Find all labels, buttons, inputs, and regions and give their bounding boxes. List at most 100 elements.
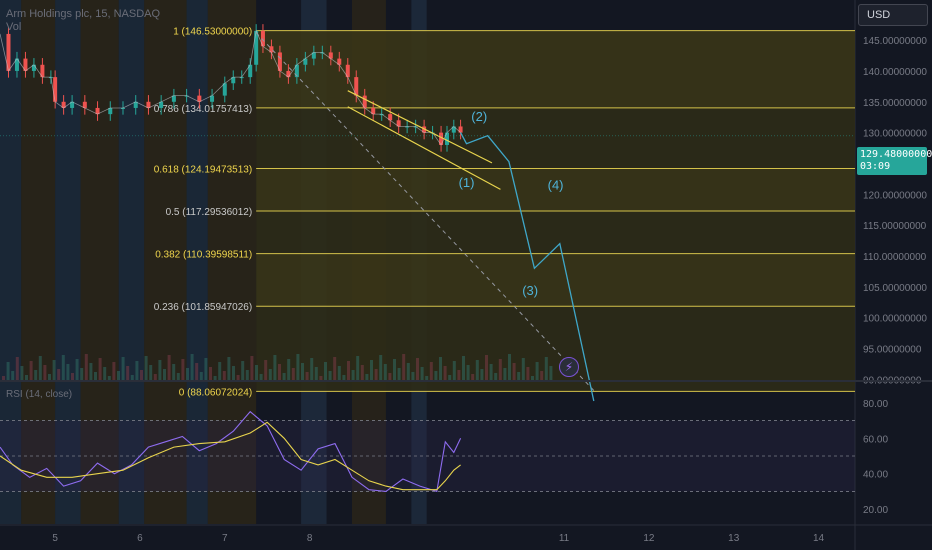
candle-body <box>171 95 176 102</box>
candle-body <box>379 114 384 116</box>
volume-bar <box>494 373 498 380</box>
price-line <box>0 29 461 146</box>
volume-bar <box>512 363 516 380</box>
volume-bar <box>383 364 387 380</box>
volume-bar <box>278 364 281 380</box>
y-tick-label: 100.00000000 <box>863 314 927 325</box>
volume-bar <box>475 360 479 380</box>
candle-body <box>294 64 299 78</box>
volume-bar <box>503 368 507 380</box>
session-band-3 <box>80 0 119 524</box>
candle-body <box>396 120 401 127</box>
candle-body <box>210 95 215 102</box>
rsi-legend: RSI (14, close) <box>6 389 73 400</box>
volume-bar <box>540 371 544 380</box>
fib-zone-0.5 <box>256 211 855 254</box>
rsi-ma-line <box>0 421 461 491</box>
lightning-icon[interactable]: ⚡ <box>559 357 579 377</box>
volume-bar <box>227 357 231 380</box>
volume-bar <box>287 359 291 380</box>
session-band-5 <box>144 0 187 524</box>
volume-bar <box>48 374 51 380</box>
volume-bar <box>255 365 258 380</box>
volume-bar <box>411 372 415 380</box>
volume-bar <box>218 362 222 380</box>
volume-bar <box>452 361 456 380</box>
volume-bar <box>15 357 19 380</box>
candle-body <box>108 107 113 115</box>
volume-bar <box>360 365 364 380</box>
symbol-legend: Arm Holdings plc, 15, NASDAQ Vol <box>6 8 160 34</box>
volume-bar <box>149 365 153 380</box>
volume-bar <box>406 363 410 380</box>
volume-bar <box>462 356 465 380</box>
volume-bar <box>103 367 107 380</box>
session-band-7 <box>207 0 257 524</box>
candle-body <box>146 101 151 108</box>
candle-body <box>239 77 244 79</box>
volume-bar <box>2 376 5 380</box>
candle-body <box>197 95 202 102</box>
volume-bar <box>11 371 15 380</box>
volume-bar <box>213 376 217 380</box>
candle-body <box>458 126 463 133</box>
currency-button[interactable]: USD <box>858 4 928 26</box>
volume-bar <box>342 375 346 380</box>
y-tick-label: 115.00000000 <box>863 221 927 232</box>
volume-bar <box>130 375 134 380</box>
fib-label-0: 0 (88.06072024) <box>179 387 252 398</box>
candle-body <box>320 52 325 54</box>
volume-bar <box>480 369 484 380</box>
wave-label-2: (2) <box>471 109 487 124</box>
rsi-tick-label: 40.00 <box>863 470 888 481</box>
volume-bar <box>140 370 143 380</box>
volume-bar <box>107 376 111 380</box>
y-tick-label: 135.00000000 <box>863 98 927 109</box>
candle-body <box>70 101 75 108</box>
last-price-tag: 129.48000000 03:09 <box>857 147 932 175</box>
rsi-tick-label: 80.00 <box>863 399 888 410</box>
volume-bar <box>429 362 433 380</box>
session-band-1 <box>21 0 56 524</box>
volume-bar <box>337 366 341 380</box>
candle-body <box>354 77 359 96</box>
candle-body <box>260 30 265 47</box>
candle-body <box>133 101 138 108</box>
candle-body <box>231 77 236 84</box>
volume-bar <box>291 368 295 380</box>
volume-bar <box>397 368 401 380</box>
rsi-tick-label: 60.00 <box>863 434 888 445</box>
candle-body <box>439 132 444 145</box>
fib-label-0.618: 0.618 (124.19473513) <box>154 164 252 175</box>
volume-bar <box>301 363 304 380</box>
volume-bar <box>544 357 548 380</box>
volume-bar <box>328 371 332 380</box>
y-tick-label: 110.00000000 <box>863 252 927 263</box>
price-scale-bg <box>855 0 932 550</box>
volume-bar <box>6 362 10 380</box>
trend-line-dashed <box>255 32 595 391</box>
y-tick-label: 140.00000000 <box>863 67 927 78</box>
volume-bar <box>466 365 470 380</box>
fib-label-1: 1 (146.53000000) <box>173 27 252 38</box>
volume-bar <box>521 358 525 380</box>
volume-bar <box>264 360 268 380</box>
volume-bar <box>190 354 194 380</box>
candle-body <box>311 52 316 59</box>
wave-label-3: (3) <box>522 283 538 298</box>
candle-body <box>388 114 393 121</box>
volume-bar <box>199 372 203 380</box>
countdown-value: 03:09 <box>860 161 891 172</box>
rsi-tick-label: 20.00 <box>863 505 888 516</box>
volume-bar <box>236 375 240 380</box>
volume-bar <box>324 362 327 380</box>
candle-body <box>328 52 333 59</box>
volume-bar <box>80 368 84 380</box>
candle-body <box>248 64 253 78</box>
candle-body <box>362 95 367 108</box>
volume-bar <box>250 356 254 380</box>
session-band-2 <box>55 0 81 524</box>
volume-bar <box>416 358 419 380</box>
